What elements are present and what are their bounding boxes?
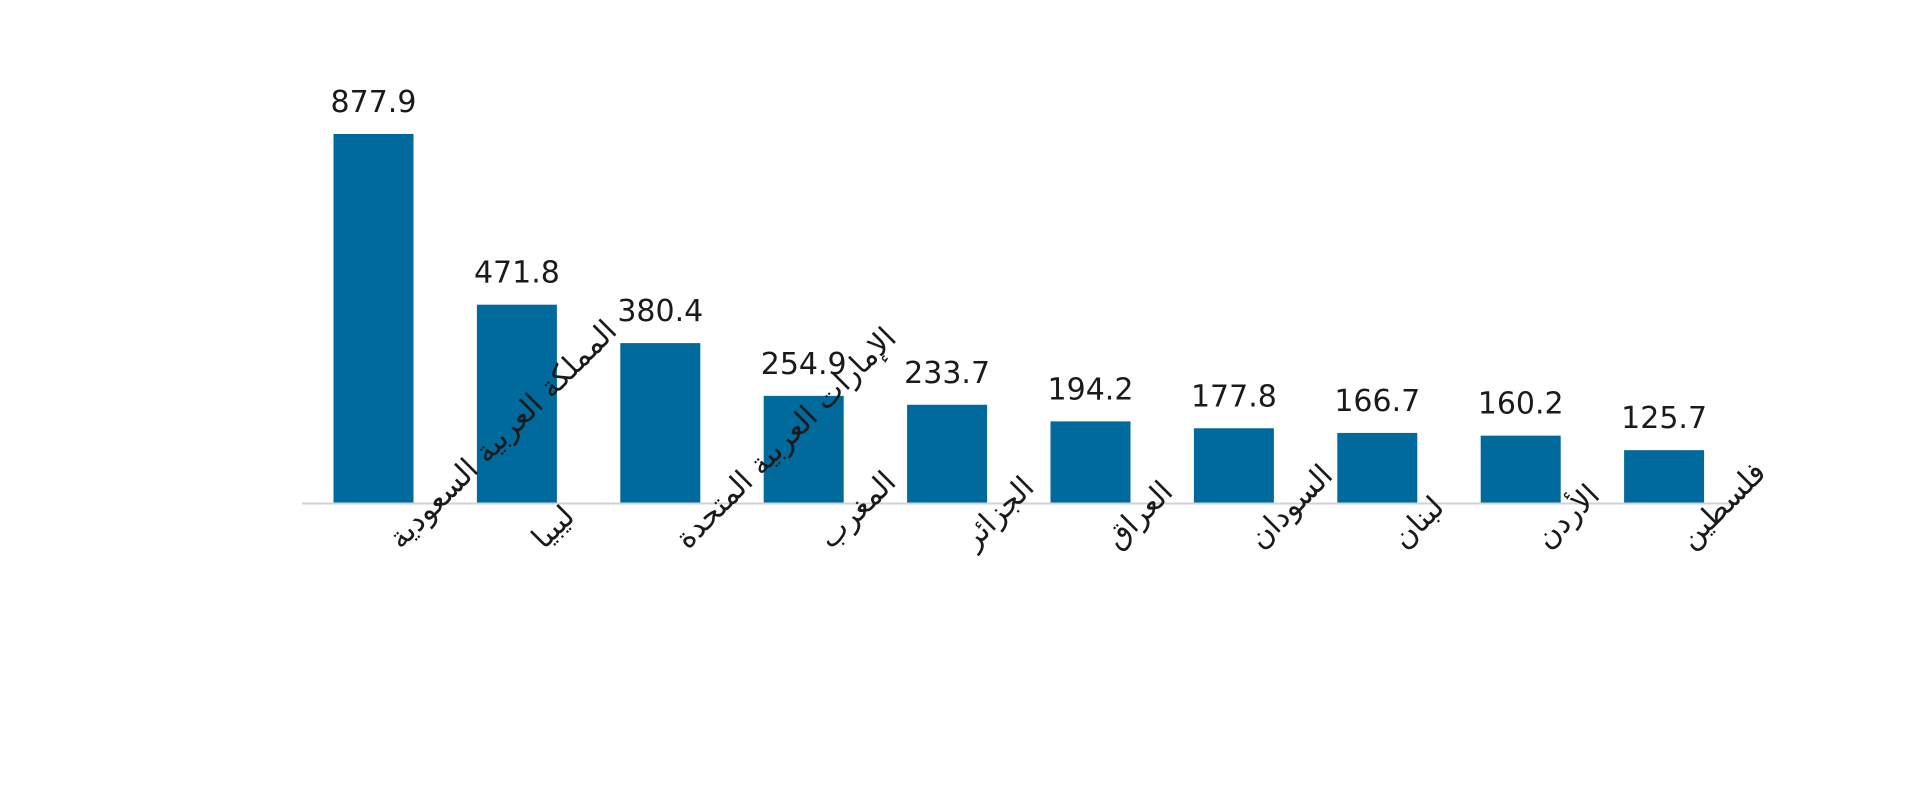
bar <box>1050 421 1131 503</box>
bar <box>476 304 557 503</box>
bar-value-label: 233.7 <box>904 356 990 391</box>
bar <box>1480 435 1561 503</box>
bar-value-label: 380.4 <box>617 294 703 329</box>
bar-value-label: 166.7 <box>1334 384 1420 419</box>
bar-value-label: 254.9 <box>761 347 847 382</box>
bar-value-label: 125.7 <box>1621 401 1707 436</box>
bar-value-label: 194.2 <box>1048 372 1134 407</box>
bar <box>1193 428 1274 503</box>
bar <box>1624 450 1705 503</box>
category-label: ليبيا <box>525 499 582 556</box>
bar-value-label: 877.9 <box>331 85 417 120</box>
bars-layer <box>333 134 1705 503</box>
bar <box>1337 432 1418 503</box>
value-labels-layer: 877.9 471.8 380.4 254.9 233.7 194.2 177.8 166.7… <box>331 85 1707 436</box>
bar-value-label: 471.8 <box>474 256 560 291</box>
bar <box>620 343 701 503</box>
bar <box>333 134 414 503</box>
bar-value-label: 160.2 <box>1478 387 1564 422</box>
bar-value-label: 177.8 <box>1191 379 1277 414</box>
bar <box>763 395 844 503</box>
bar <box>907 404 988 503</box>
